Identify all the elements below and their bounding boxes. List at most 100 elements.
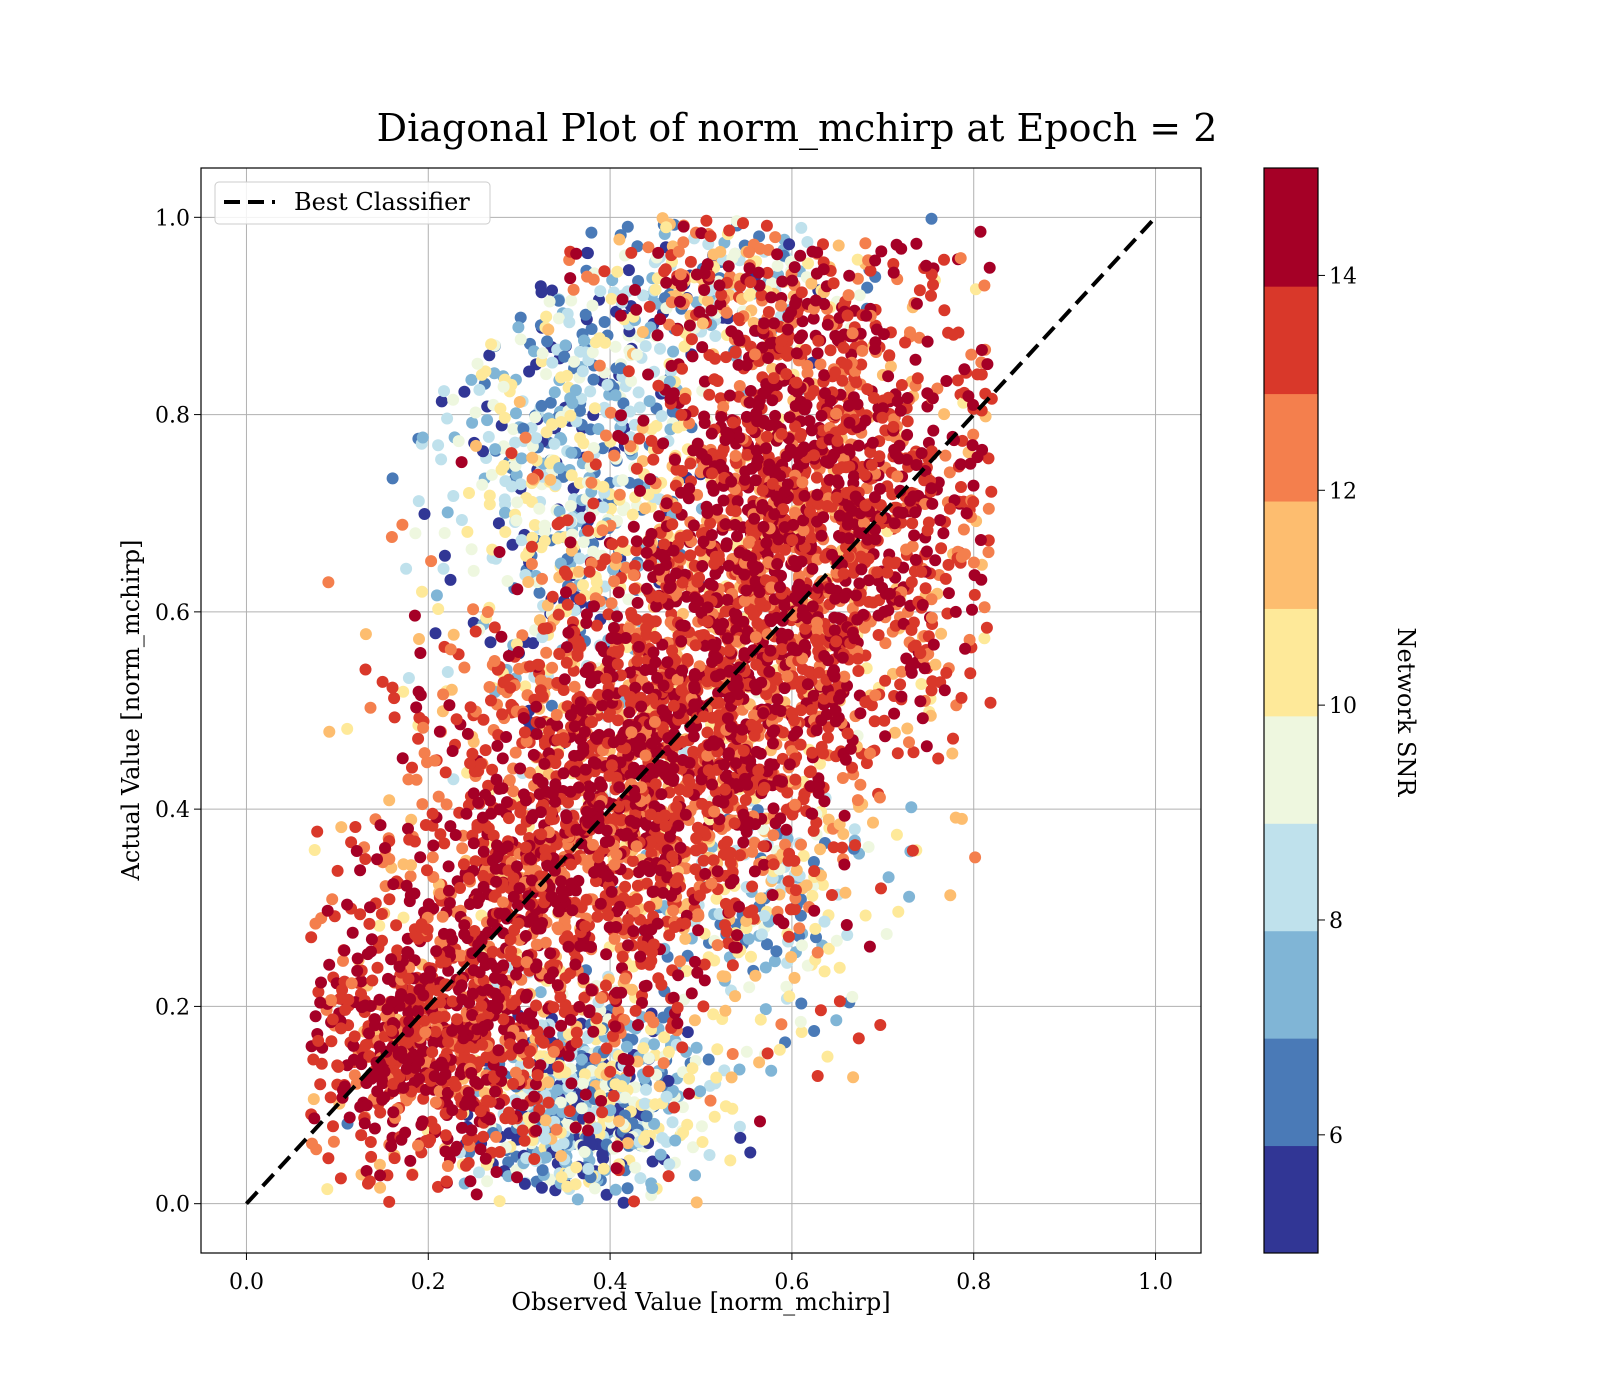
scatter-point [782, 930, 795, 943]
scatter-point [582, 524, 595, 537]
scatter-point [529, 411, 542, 424]
scatter-point [630, 544, 643, 557]
scatter-point [836, 772, 849, 784]
scatter-point [935, 542, 948, 555]
scatter-point [481, 414, 494, 427]
scatter-point [541, 335, 554, 348]
scatter-point [611, 610, 623, 623]
scatter-point [355, 975, 368, 988]
scatter-point [901, 415, 914, 428]
scatter-point [629, 559, 641, 572]
scatter-point [632, 1019, 644, 1031]
scatter-point [506, 538, 519, 551]
scatter-point [586, 346, 599, 359]
scatter-point [654, 1148, 667, 1161]
scatter-point [388, 692, 401, 705]
scatter-point [559, 339, 572, 352]
scatter-point [585, 323, 598, 335]
scatter-point [309, 1010, 322, 1023]
scatter-point [643, 900, 656, 913]
scatter-point [794, 738, 807, 751]
scatter-point [438, 527, 451, 539]
scatter-point [984, 696, 997, 709]
scatter-point [414, 851, 427, 864]
scatter-point [522, 576, 535, 588]
scatter-point [579, 1088, 592, 1101]
scatter-point [734, 1131, 747, 1144]
scatter-point [331, 1059, 344, 1072]
scatter-point [721, 835, 733, 848]
scatter-point [373, 919, 386, 932]
scatter-point [811, 946, 824, 959]
scatter-point [978, 601, 991, 614]
scatter-point [724, 856, 737, 869]
scatter-point [743, 289, 756, 302]
scatter-point [687, 1141, 699, 1154]
scatter-point [419, 1026, 432, 1039]
scatter-point [530, 432, 543, 445]
scatter-point [701, 726, 714, 739]
scatter-point [888, 726, 901, 739]
scatter-point [550, 708, 563, 721]
scatter-point [470, 439, 482, 452]
scatter-point [575, 1102, 588, 1115]
scatter-point [628, 1195, 640, 1208]
scatter-point [359, 853, 372, 865]
scatter-point [725, 1071, 738, 1084]
scatter-point [690, 1196, 703, 1209]
scatter-point [511, 1171, 523, 1184]
scatter-point [497, 380, 510, 393]
scatter-point [643, 1011, 656, 1024]
scatter-point [597, 480, 610, 493]
scatter-point [613, 1115, 625, 1128]
scatter-point [594, 285, 607, 298]
scatter-point [646, 1155, 659, 1168]
scatter-point [706, 778, 718, 791]
scatter-point [926, 675, 939, 688]
scatter-point [481, 1175, 494, 1188]
scatter-point [546, 590, 559, 603]
scatter-point [582, 1162, 595, 1175]
scatter-point [783, 238, 796, 251]
scatter-point [846, 990, 859, 1003]
scatter-point [966, 603, 978, 616]
scatter-point [864, 264, 877, 277]
scatter-point [851, 794, 864, 807]
scatter-point [374, 1106, 387, 1119]
scatter-point [688, 1014, 701, 1027]
scatter-point [862, 841, 875, 853]
scatter-point [726, 1048, 739, 1060]
scatter-point [561, 369, 573, 382]
scatter-point [397, 685, 410, 698]
scatter-point [623, 1064, 636, 1077]
scatter-point [417, 721, 430, 734]
scatter-point [519, 431, 532, 444]
scatter-point [322, 576, 335, 589]
scatter-point [371, 853, 383, 866]
scatter-point [654, 313, 667, 326]
scatter-point [578, 334, 590, 347]
scatter-point [461, 727, 474, 740]
scatter-point [663, 1158, 676, 1171]
scatter-point [383, 794, 396, 807]
scatter-point [745, 950, 757, 963]
scatter-point [599, 336, 611, 349]
scatter-point [515, 534, 528, 547]
scatter-point [536, 1164, 549, 1177]
scatter-point [600, 1042, 613, 1055]
scatter-point [890, 828, 903, 841]
scatter-point [631, 879, 644, 892]
scatter-point [536, 347, 549, 360]
scatter-point [720, 351, 732, 364]
scatter-point [590, 336, 602, 349]
scatter-point [518, 1177, 531, 1190]
scatter-point [951, 374, 964, 387]
scatter-point [671, 324, 683, 337]
scatter-point [456, 842, 469, 855]
scatter-point [386, 681, 399, 694]
scatter-point [599, 979, 612, 992]
scatter-point [696, 1136, 709, 1148]
scatter-point [366, 974, 379, 987]
scatter-point [410, 701, 423, 714]
scatter-point [305, 931, 318, 944]
